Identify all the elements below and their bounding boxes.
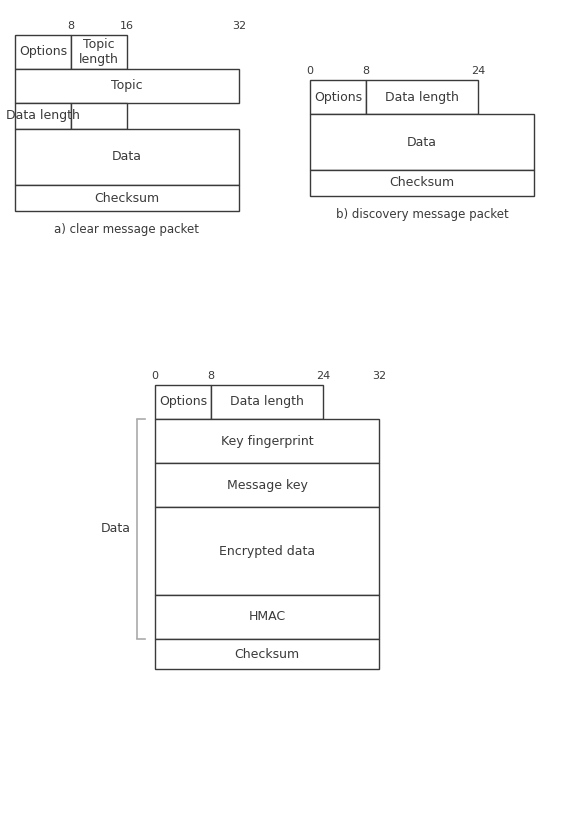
- Bar: [15, 185, 239, 211]
- Text: Checksum: Checksum: [235, 648, 300, 661]
- Bar: [155, 639, 379, 669]
- Text: Data: Data: [407, 135, 437, 148]
- Bar: [211, 385, 323, 419]
- Text: Data: Data: [112, 150, 142, 163]
- Text: Topic: Topic: [111, 79, 143, 92]
- Text: Message key: Message key: [226, 478, 308, 492]
- Text: Data length: Data length: [385, 91, 459, 103]
- Bar: [71, 35, 127, 69]
- Text: Options: Options: [19, 45, 67, 59]
- Text: a) clear message packet: a) clear message packet: [54, 223, 199, 236]
- Bar: [310, 80, 366, 114]
- Text: 0: 0: [307, 66, 314, 76]
- Text: Data: Data: [101, 522, 131, 535]
- Text: Data length: Data length: [6, 110, 80, 122]
- Text: Topic
length: Topic length: [79, 38, 119, 66]
- Text: Key fingerprint: Key fingerprint: [221, 435, 314, 447]
- Text: 16: 16: [120, 21, 134, 31]
- Text: 8: 8: [363, 66, 370, 76]
- Text: 24: 24: [471, 66, 485, 76]
- Text: HMAC: HMAC: [249, 610, 285, 624]
- Text: Checksum: Checksum: [390, 177, 455, 190]
- Bar: [310, 114, 534, 170]
- Bar: [155, 507, 379, 595]
- Bar: [15, 103, 71, 129]
- Bar: [155, 385, 211, 419]
- Text: 24: 24: [316, 371, 330, 381]
- Bar: [155, 463, 379, 507]
- Bar: [310, 170, 534, 196]
- Text: b) discovery message packet: b) discovery message packet: [336, 208, 508, 221]
- Text: 8: 8: [208, 371, 215, 381]
- Bar: [366, 80, 478, 114]
- Text: 8: 8: [67, 21, 74, 31]
- Bar: [155, 595, 379, 639]
- Text: Options: Options: [314, 91, 362, 103]
- Bar: [15, 69, 239, 103]
- Text: Checksum: Checksum: [94, 191, 160, 205]
- Text: 0: 0: [152, 371, 159, 381]
- Text: Data length: Data length: [230, 395, 304, 408]
- Text: Options: Options: [159, 395, 207, 408]
- Text: 32: 32: [372, 371, 386, 381]
- Text: Encrypted data: Encrypted data: [219, 544, 315, 558]
- Bar: [15, 35, 71, 69]
- Text: 32: 32: [232, 21, 246, 31]
- Bar: [71, 103, 127, 129]
- Bar: [15, 129, 239, 185]
- Bar: [155, 419, 379, 463]
